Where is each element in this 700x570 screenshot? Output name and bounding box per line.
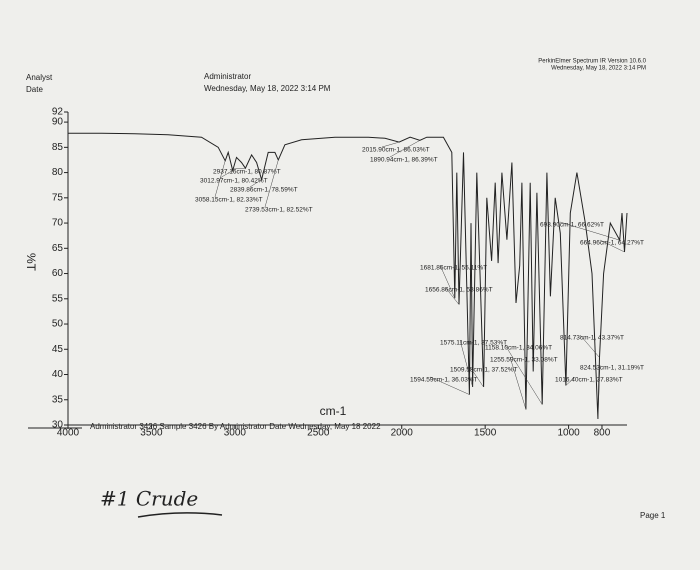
x-tick-label: 3000: [224, 428, 247, 439]
software: PerkinElmer Spectrum IR Version 10.6.0: [538, 59, 646, 65]
x-tick-label: 2000: [391, 428, 414, 439]
y-tick-label: 30: [52, 420, 64, 431]
date-label: Date: [26, 85, 43, 94]
peak-leader: [214, 160, 226, 198]
y-tick-label: 45: [52, 344, 64, 355]
peak-leader: [219, 170, 233, 179]
peak-label: 1890.94cm-1, 86.39%T: [370, 157, 438, 164]
peak-label: 1681.86cm-1, 55.11%T: [420, 265, 487, 272]
peak-leader: [459, 339, 473, 388]
y-tick-label: 70: [52, 218, 64, 229]
y-tick-label: 60: [52, 268, 64, 279]
y-tick-label: 75: [52, 192, 64, 203]
peak-label: 1016.40cm-1, 37.83%T: [555, 377, 623, 384]
peak-label: 3058.15cm-1, 82.33%T: [195, 197, 263, 204]
peak-label: 664.96cm-1, 64.27%T: [580, 240, 644, 247]
x-tick-label: 1500: [474, 428, 497, 439]
peak-leader: [264, 159, 279, 208]
peak-leader: [389, 140, 421, 158]
footer-text: Administrator 3426 Sample 3426 By Admini…: [90, 422, 381, 431]
y-tick-label: 35: [52, 394, 64, 405]
y-tick-label: 40: [52, 369, 64, 380]
peak-label: 2015.90cm-1, 86.03%T: [362, 147, 430, 154]
spectrum-line: [68, 132, 628, 420]
y-tick-label: 85: [52, 142, 64, 153]
peak-leader: [509, 356, 527, 410]
analyst: Administrator: [204, 72, 251, 81]
peak-label: 2937.16cm-1, 80.87%T: [213, 169, 281, 176]
software-date: Wednesday, May 18, 2022 3:14 PM: [551, 66, 646, 72]
peak-leader: [597, 364, 601, 420]
y-tick-label: 65: [52, 243, 64, 254]
peak-label: 1575.11cm-1, 37.53%T: [440, 340, 507, 347]
x-tick-label: 2500: [307, 428, 330, 439]
peak-leader: [429, 376, 470, 395]
y-tick-label: 55: [52, 293, 64, 304]
peak-label: 1255.59cm-1, 33.08%T: [490, 357, 558, 364]
peak-leader: [444, 286, 460, 305]
peak-label: 824.53cm-1, 31.19%T: [580, 365, 644, 372]
peak-label: 1656.86cm-1, 53.86%T: [425, 287, 493, 294]
peak-leader: [565, 376, 576, 386]
x-tick-label: 1000: [557, 428, 580, 439]
peak-leader: [232, 167, 246, 170]
peak-label: 1594.59cm-1, 36.03%T: [410, 377, 478, 384]
peak-label: 1509.58cm-1, 37.52%T: [450, 367, 518, 374]
peak-label: 693.90cm-1, 66.62%T: [540, 222, 604, 229]
peak-leader: [579, 334, 600, 358]
peak-label: 2839.86cm-1, 78.59%T: [230, 187, 298, 194]
x-axis-label: cm-1: [320, 404, 347, 418]
handwriting: #1 Crude: [100, 487, 198, 511]
page-number: Page 1: [640, 511, 666, 520]
y-tick-label: 90: [52, 117, 64, 128]
underline: [137, 512, 223, 518]
peak-leader: [381, 141, 400, 148]
peak-leader: [504, 344, 543, 405]
x-tick-label: 800: [594, 428, 611, 439]
peak-label: 814.73cm-1, 43.37%T: [560, 335, 624, 342]
x-tick-label: 3500: [140, 428, 163, 439]
y-axis-label: %T: [24, 253, 38, 272]
peak-label: 3012.97cm-1, 80.42%T: [200, 178, 268, 185]
y-tick-label: 92: [52, 107, 64, 118]
peak-leader: [439, 264, 456, 299]
peak-label: 1158.10cm-1, 34.06%T: [485, 345, 552, 352]
y-tick-label: 80: [52, 167, 64, 178]
peak-leader: [559, 221, 620, 241]
y-tick-label: 50: [52, 319, 64, 330]
peak-leader: [469, 366, 484, 388]
x-tick-label: 4000: [57, 428, 80, 439]
peak-leader: [249, 179, 262, 188]
date: Wednesday, May 18, 2022 3:14 PM: [204, 84, 331, 93]
analyst-label: Analyst: [26, 73, 53, 82]
peak-leader: [599, 239, 625, 253]
peak-label: 2739.53cm-1, 82.52%T: [245, 207, 313, 214]
